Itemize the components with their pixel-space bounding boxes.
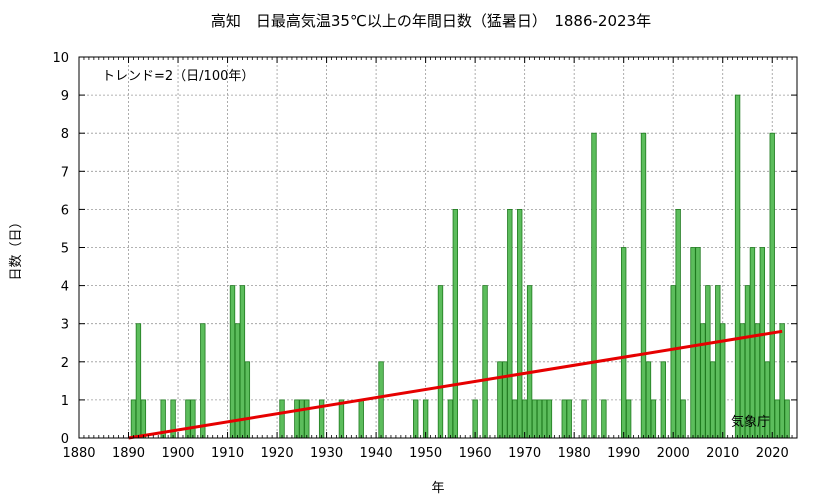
y-tick-label: 5 [61,242,69,257]
bar-1967 [507,208,513,439]
y-tick-label: 4 [61,280,69,295]
credit-label: 気象庁 [731,414,770,430]
bar-1924 [294,399,300,439]
bar-1975 [546,399,553,439]
bar-2008 [710,361,716,439]
y-tick-label: 1 [61,394,69,409]
bar-2002 [680,399,686,439]
bar-1903 [190,399,196,439]
bar-1972 [531,399,538,439]
bar-1969 [517,208,523,439]
x-axis-ticks: 1880 1890 1900 1910 1920 1930 1940 1950 1960 1970… [62,57,798,461]
bar-2006 [700,323,706,439]
bar-1893 [140,399,147,439]
x-tick-label: 1890 [112,446,145,461]
bar-1962 [482,285,488,439]
trend-line [128,329,783,440]
bars [130,94,790,439]
bar-2000 [670,285,676,439]
x-tick-label: 2020 [756,446,789,461]
bar-2001 [675,208,681,439]
y-tick-label: 2 [61,356,69,371]
x-tick-label: 1970 [508,446,541,461]
bar-2020 [769,132,775,439]
y-axis-label: 日数（日） [9,215,24,280]
bar-2018 [759,247,766,439]
y-tick-label: 3 [61,318,69,333]
bar-1990 [621,247,627,439]
bar-1968 [512,399,518,439]
y-tick-label: 10 [52,51,69,66]
bar-1984 [591,132,597,439]
bar-1998 [660,361,666,439]
x-tick-label: 1950 [409,446,442,461]
bar-1991 [625,399,632,439]
x-tick-label: 2000 [657,446,690,461]
bar-1937 [358,399,364,439]
trend-annotation: トレンド=2（日/100年） [102,69,254,84]
bar-1892 [135,323,142,439]
bar-1941 [378,361,384,439]
bar-1913 [239,285,246,439]
bar-1914 [244,361,251,439]
bar-1911 [229,285,236,439]
bar-1979 [566,399,572,439]
x-tick-label: 2010 [706,446,739,461]
bar-1996 [650,399,657,439]
bar-1926 [304,399,310,439]
bar-2023 [784,399,790,439]
x-tick-label: 1930 [310,446,343,461]
chart-title: 高知 日最高気温35℃以上の年間日数（猛暑日） 1886-2023年 [211,12,651,30]
bar-1995 [645,361,652,439]
bar-1986 [601,399,607,439]
bar-2004 [690,247,696,439]
y-tick-label: 8 [61,127,69,142]
y-tick-label: 9 [61,89,69,104]
bar-1994 [640,132,647,439]
y-axis-ticks: 0 1 2 3 4 5 6 7 8 9 10 [52,51,797,447]
x-tick-label: 1980 [558,446,591,461]
x-axis-label: 年 [431,481,444,496]
bar-1921 [279,399,285,439]
bar-1948 [413,399,419,439]
bar-2005 [695,247,701,439]
bar-2021 [774,399,780,439]
bar-1925 [299,399,305,439]
bar-1902 [185,399,191,439]
x-tick-label: 1940 [360,446,393,461]
bar-1933 [338,399,345,439]
x-tick-label: 1920 [261,446,294,461]
x-tick-label: 1910 [211,446,244,461]
bar-1956 [452,208,459,439]
bar-2009 [715,285,721,439]
bar-2022 [779,323,785,439]
bar-1982 [581,399,587,439]
bar-1905 [200,323,206,439]
bar-1955 [447,399,454,439]
bar-2016 [749,247,756,439]
x-tick-label: 1900 [161,446,194,461]
y-tick-label: 7 [61,165,69,180]
bar-1971 [526,285,533,439]
y-tick-label: 6 [61,203,69,218]
bar-1891 [130,399,137,439]
bar-1973 [536,399,543,439]
bar-1974 [541,399,548,439]
x-tick-label: 1990 [607,446,640,461]
y-tick-label: 0 [61,432,69,447]
bar-1966 [502,361,508,439]
bar-1953 [437,285,444,439]
bar-1965 [497,361,503,439]
bar-1978 [561,399,567,439]
bar-2013 [734,94,741,439]
x-tick-label: 1880 [62,446,95,461]
x-tick-label: 1960 [459,446,492,461]
bar-2007 [705,285,711,439]
